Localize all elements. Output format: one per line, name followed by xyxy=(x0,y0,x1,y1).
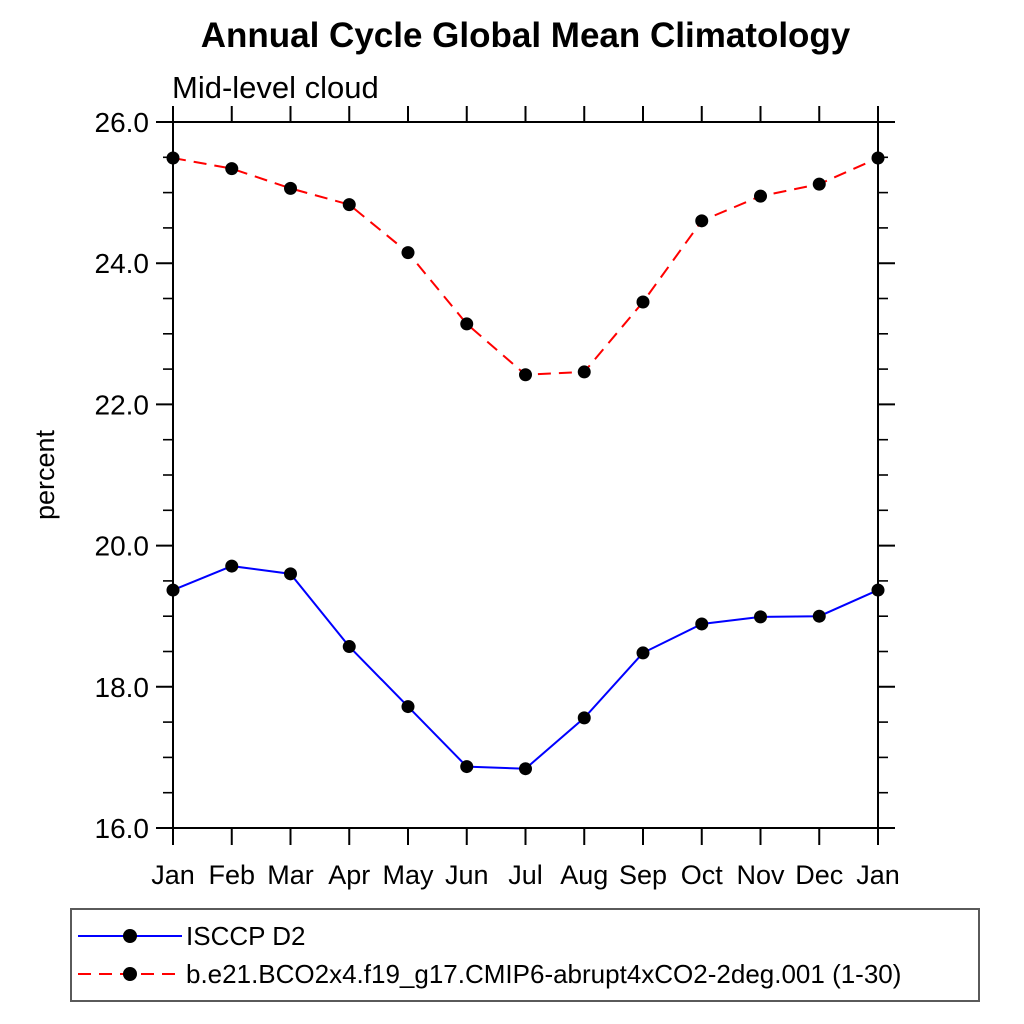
y-tick-label: 18.0 xyxy=(95,672,150,703)
legend-line-sample-isccp xyxy=(78,928,182,943)
y-tick-label: 20.0 xyxy=(95,531,150,562)
x-tick-label: Apr xyxy=(328,860,370,890)
series-1-marker-dot xyxy=(754,189,767,203)
x-tick-label: Aug xyxy=(560,860,608,890)
y-tick-label: 16.0 xyxy=(95,813,150,844)
series-1-marker-dot xyxy=(401,246,415,260)
series-0-marker-dot xyxy=(519,762,532,776)
legend: ISCCP D2 b.e21.BCO2x4.f19_g17.CMIP6-abru… xyxy=(70,908,980,1002)
legend-marker-dot-icon xyxy=(123,967,137,982)
legend-item-model: b.e21.BCO2x4.f19_g17.CMIP6-abrupt4xCO2-2… xyxy=(76,961,978,987)
x-tick-label: Dec xyxy=(795,860,843,890)
series-1-marker-dot xyxy=(166,151,180,165)
x-tick-label: Nov xyxy=(736,860,785,890)
series-1-marker-dot xyxy=(812,177,826,191)
legend-label-model: b.e21.BCO2x4.f19_g17.CMIP6-abrupt4xCO2-2… xyxy=(186,959,902,990)
series-0-marker-dot xyxy=(342,640,356,654)
series-0-marker-dot xyxy=(812,609,826,623)
y-tick-label: 26.0 xyxy=(95,107,150,138)
series-1-marker-dot xyxy=(342,198,356,212)
legend-label-isccp: ISCCP D2 xyxy=(186,920,306,951)
x-tick-label: Feb xyxy=(208,860,255,890)
series-0-marker-dot xyxy=(577,711,591,725)
series-0-marker-dot xyxy=(284,567,297,581)
series-1-marker-dot xyxy=(871,151,885,165)
x-tick-label: Oct xyxy=(681,860,724,890)
series-0-marker-dot xyxy=(166,583,180,597)
series-0-marker-dot xyxy=(871,583,885,597)
series-line-1 xyxy=(172,157,879,376)
x-tick-label: Jun xyxy=(445,860,489,890)
series-1-marker-dot xyxy=(695,214,709,228)
legend-item-isccp: ISCCP D2 xyxy=(76,923,978,949)
x-tick-label: Mar xyxy=(267,860,314,890)
legend-line-sample-model xyxy=(78,967,182,982)
series-1-marker-dot xyxy=(460,317,474,331)
chart-subtitle: Mid-level cloud xyxy=(172,70,379,105)
x-tick-label: Sep xyxy=(619,860,667,890)
x-tick-label: Jan xyxy=(151,860,195,890)
series-1-marker-dot xyxy=(636,295,650,309)
series-0-marker-dot xyxy=(460,760,474,774)
series-0-marker-dot xyxy=(636,646,650,660)
series-0-marker-dot xyxy=(401,700,415,714)
y-axis-title: percent xyxy=(30,429,60,520)
series-1-marker-dot xyxy=(225,162,239,176)
axes-frame xyxy=(172,121,879,829)
x-tick-label: Jul xyxy=(508,860,543,890)
series-0-marker-dot xyxy=(754,610,767,624)
legend-marker-dot-icon xyxy=(123,928,137,943)
x-tick-label: Jan xyxy=(856,860,900,890)
series-1-marker-dot xyxy=(519,368,532,382)
y-tick-label: 24.0 xyxy=(95,248,150,279)
x-tick-label: May xyxy=(382,860,434,890)
series-0-marker-dot xyxy=(225,559,239,573)
chart-title: Annual Cycle Global Mean Climatology xyxy=(200,16,851,55)
series-line-0 xyxy=(172,565,879,770)
series-1-marker-dot xyxy=(284,181,297,195)
series-0-marker-dot xyxy=(695,617,709,631)
y-tick-label: 22.0 xyxy=(95,389,150,420)
series-1-marker-dot xyxy=(577,365,591,379)
